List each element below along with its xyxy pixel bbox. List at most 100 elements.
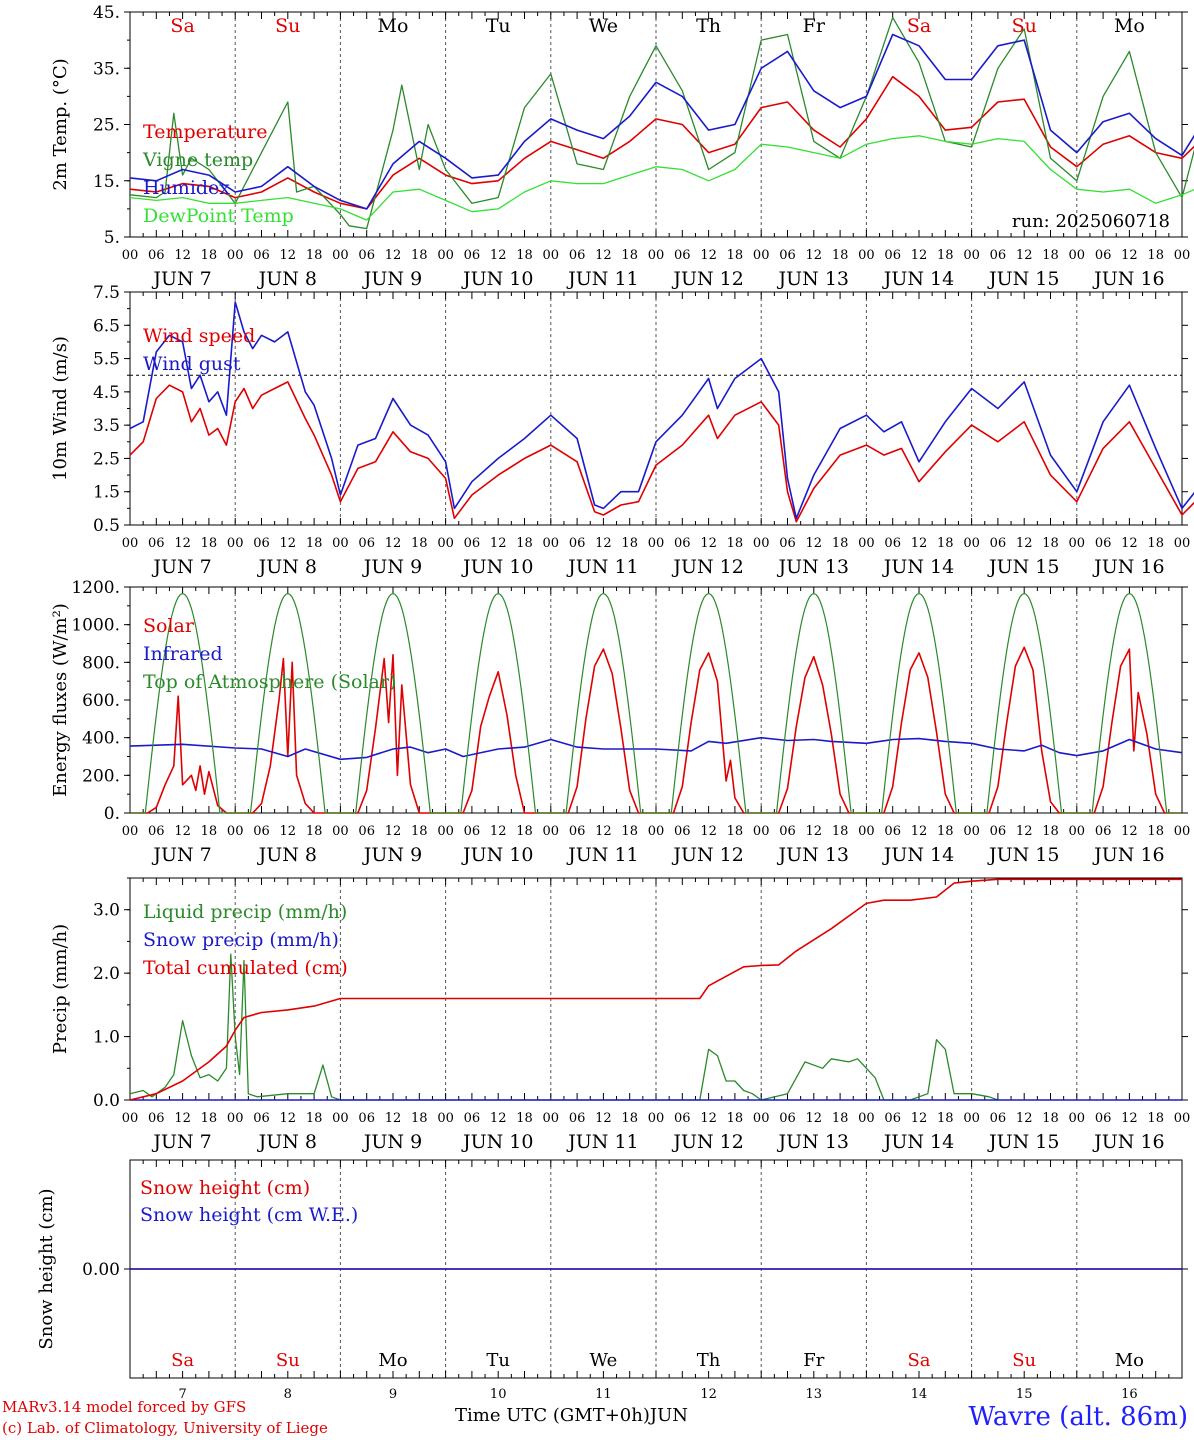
date-label: JUN 8 — [257, 1131, 317, 1153]
hour-label: 06 — [1095, 1111, 1112, 1126]
hour-label: 00 — [227, 248, 244, 263]
series-line-wind-gust — [129, 301, 1194, 520]
series-line-vigne-temp — [129, 16, 1194, 230]
hour-label: 18 — [411, 536, 428, 551]
hour-label: 00 — [437, 824, 454, 839]
y-tick-label: 0.0 — [93, 1091, 120, 1111]
hour-label: 18 — [1147, 824, 1164, 839]
date-label: JUN 10 — [461, 1131, 533, 1153]
date-label: JUN 14 — [882, 556, 954, 578]
series-line-solar — [130, 646, 1182, 814]
hour-label: 12 — [280, 248, 297, 263]
hour-label: 12 — [806, 248, 823, 263]
hour-label: 06 — [674, 248, 691, 263]
hour-label: 00 — [858, 536, 875, 551]
y-tick-label: 600. — [82, 691, 120, 711]
hour-label: 12 — [1121, 824, 1138, 839]
hour-label: 06 — [990, 536, 1007, 551]
hour-label: 06 — [253, 824, 270, 839]
y-tick-label: 1200. — [71, 578, 120, 598]
hour-label: 00 — [648, 248, 665, 263]
hour-label: 18 — [306, 1111, 323, 1126]
hour-label: 18 — [832, 536, 849, 551]
hour-label: 06 — [569, 248, 586, 263]
date-label: JUN 16 — [1092, 556, 1164, 578]
y-tick-label: 1.0 — [93, 1028, 120, 1048]
hour-label: 18 — [937, 536, 954, 551]
model-credit: MARv3.14 model forced by GFS — [2, 1398, 247, 1416]
y-tick-label: 3.5 — [93, 416, 120, 436]
day-number: 10 — [490, 1387, 507, 1402]
hour-label: 12 — [490, 536, 507, 551]
hour-label: 12 — [490, 1111, 507, 1126]
hour-label: 06 — [253, 536, 270, 551]
y-tick-label: 200. — [82, 766, 120, 786]
hour-label: 18 — [832, 824, 849, 839]
hour-label: 00 — [1069, 1111, 1086, 1126]
y-axis-title: Energy fluxes (W/m²) — [50, 603, 71, 797]
hour-label: 06 — [1095, 536, 1112, 551]
weekday-label: Su — [1012, 1350, 1036, 1371]
hour-label: 00 — [963, 1111, 980, 1126]
date-label: JUN 15 — [987, 268, 1059, 290]
hour-label: 12 — [490, 824, 507, 839]
hour-label: 00 — [543, 1111, 560, 1126]
legend-entry: Snow precip (mm/h) — [143, 929, 339, 951]
hour-label: 06 — [253, 1111, 270, 1126]
hour-label: 00 — [1174, 248, 1191, 263]
series-line-temperature — [129, 75, 1194, 210]
hour-label: 00 — [858, 824, 875, 839]
hour-label: 12 — [911, 824, 928, 839]
weekday-label: Mo — [1114, 15, 1145, 37]
hour-label: 00 — [753, 824, 770, 839]
day-number: 8 — [284, 1387, 292, 1402]
weekday-label: Fr — [803, 15, 826, 37]
series-line-dewpoint-temp — [129, 135, 1194, 221]
legend-entry: Vigne temp — [142, 149, 253, 171]
y-tick-label: 0.5 — [93, 516, 120, 536]
hour-label: 18 — [201, 824, 218, 839]
y-tick-label: 3.0 — [93, 901, 120, 921]
hour-label: 12 — [700, 248, 717, 263]
hour-label: 06 — [674, 824, 691, 839]
hour-label: 00 — [543, 536, 560, 551]
hour-label: 18 — [516, 1111, 533, 1126]
hour-label: 06 — [884, 1111, 901, 1126]
legend-entry: Top of Atmosphere (Solar) — [143, 671, 396, 693]
hour-label: 00 — [858, 248, 875, 263]
hour-label: 18 — [727, 536, 744, 551]
legend-entry: Liquid precip (mm/h) — [143, 901, 347, 923]
hour-label: 18 — [201, 1111, 218, 1126]
hour-label: 00 — [1174, 1111, 1191, 1126]
hour-label: 06 — [1095, 248, 1112, 263]
hour-label: 00 — [1174, 536, 1191, 551]
hour-label: 12 — [1121, 1111, 1138, 1126]
weekday-label: Tu — [486, 1350, 510, 1371]
hour-label: 12 — [1121, 536, 1138, 551]
hour-label: 00 — [332, 1111, 349, 1126]
hour-label: 06 — [358, 248, 375, 263]
hour-label: 00 — [753, 536, 770, 551]
y-tick-label: 1000. — [71, 616, 120, 636]
hour-label: 00 — [1174, 824, 1191, 839]
date-label: JUN 7 — [151, 556, 211, 578]
day-number: 11 — [595, 1387, 612, 1402]
date-label: JUN 10 — [461, 556, 533, 578]
hour-label: 12 — [280, 1111, 297, 1126]
hour-label: 00 — [543, 824, 560, 839]
hour-label: 12 — [911, 536, 928, 551]
hour-label: 00 — [122, 824, 139, 839]
time-utc-label: Time UTC (GMT+0h) — [455, 1405, 650, 1426]
hour-label: 06 — [884, 248, 901, 263]
hour-label: 00 — [1069, 248, 1086, 263]
hour-label: 12 — [806, 1111, 823, 1126]
hour-label: 18 — [411, 1111, 428, 1126]
x-axis-label: Time UTC (GMT+0h)JUN — [455, 1405, 688, 1426]
hour-label: 18 — [727, 248, 744, 263]
hour-label: 00 — [543, 248, 560, 263]
hour-label: 18 — [621, 248, 638, 263]
weekday-label: Sa — [171, 1350, 194, 1371]
y-tick-label: 0. — [104, 804, 120, 824]
date-label: JUN 15 — [987, 844, 1059, 866]
hour-label: 18 — [937, 248, 954, 263]
